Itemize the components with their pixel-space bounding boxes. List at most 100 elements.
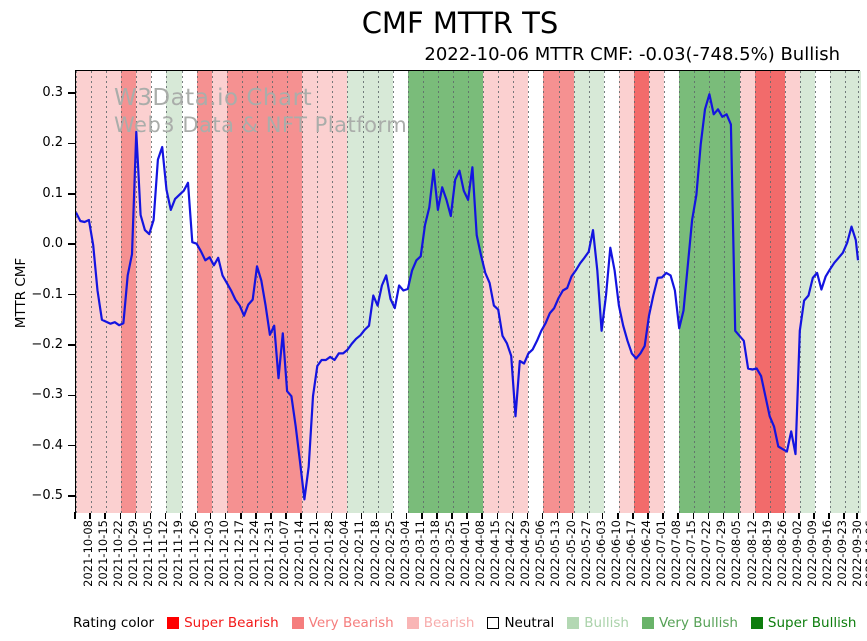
- x-tick-label: 2021-10-29: [126, 520, 141, 587]
- gridline: [799, 71, 801, 513]
- chart-title: CMF MTTR TS: [361, 6, 559, 40]
- x-tick-label: 2022-03-25: [442, 520, 457, 587]
- gridline: [814, 71, 816, 513]
- x-tick-mark: [360, 512, 363, 519]
- x-tick-label: 2021-11-26: [186, 520, 201, 587]
- x-tick-mark: [752, 512, 755, 519]
- x-tick-mark: [737, 512, 740, 519]
- y-tick-mark: [68, 344, 75, 346]
- x-tick-label: 2022-07-01: [654, 520, 669, 587]
- rating-band-2021-12-10: [211, 71, 227, 513]
- gridline: [829, 71, 831, 513]
- legend-label-bearish: Bearish: [423, 615, 475, 631]
- gridline: [543, 71, 545, 513]
- gridline: [528, 71, 530, 513]
- x-tick-mark: [813, 512, 815, 519]
- legend-item-very-bearish: Very Bearish: [291, 615, 394, 631]
- x-tick-label: 2021-10-15: [96, 520, 111, 587]
- x-tick-label: 2022-04-15: [488, 520, 503, 587]
- rating-band-2022-09-02: [784, 71, 800, 513]
- x-tick-label: 2021-12-31: [261, 520, 276, 587]
- x-tick-label: 2021-12-24: [246, 520, 261, 587]
- y-tick-mark: [68, 444, 75, 447]
- rating-band-2021-12-31: [256, 71, 273, 513]
- x-tick-label: 2022-05-27: [578, 520, 593, 587]
- rating-band-2022-02-18: [362, 71, 378, 513]
- legend-label-very-bearish: Very Bearish: [308, 615, 394, 631]
- gridline: [302, 71, 304, 513]
- rating-band-2022-08-12: [739, 71, 755, 513]
- gridline: [136, 71, 138, 513]
- rating-band-2022-10-06: [858, 71, 861, 513]
- x-tick-label: 2022-05-20: [563, 520, 578, 587]
- plot-area: W3Data.io Chart Web3 Data & NFT Platform: [75, 70, 861, 513]
- rating-band-2022-08-05: [724, 71, 740, 513]
- x-tick-mark: [767, 512, 770, 519]
- x-tick-mark: [571, 512, 574, 519]
- rating-band-2022-02-25: [377, 71, 393, 513]
- x-tick-label: 2022-08-26: [774, 520, 789, 587]
- gridline: [633, 71, 635, 513]
- x-tick-mark: [662, 512, 664, 519]
- legend-label-neutral: Neutral: [504, 615, 555, 631]
- x-tick-mark: [345, 512, 348, 519]
- rating-band-2022-07-15: [679, 71, 695, 513]
- x-tick-label: 2022-01-21: [307, 520, 322, 587]
- y-tick-label: −0.5: [31, 487, 63, 503]
- rating-band-2022-09-30: [845, 71, 858, 513]
- legend-swatch-super-bullish: [750, 617, 763, 629]
- rating-band-2021-11-12: [151, 71, 167, 513]
- gridline: [241, 71, 243, 513]
- y-tick-mark: [68, 243, 75, 245]
- gridline: [362, 71, 364, 513]
- x-tick-label: 2022-07-15: [684, 520, 699, 587]
- x-tick-mark: [466, 512, 468, 519]
- x-tick-mark: [677, 512, 679, 519]
- rating-band-2022-04-08: [468, 71, 484, 513]
- gridline: [468, 71, 470, 513]
- chart-subtitle: 2022-10-06 MTTR CMF: -0.03(-748.5%) Bull…: [424, 44, 840, 65]
- x-tick-mark: [149, 512, 152, 519]
- rating-band-2022-07-01: [649, 71, 665, 513]
- legend-swatch-super-bearish: [167, 617, 180, 629]
- rating-band-2021-10-22: [106, 71, 122, 513]
- gridline: [317, 71, 319, 513]
- legend-item-bullish: Bullish: [567, 615, 629, 631]
- rating-legend: Rating color Super Bearish Very Bearish Be…: [73, 615, 856, 631]
- x-tick-label: 2022-04-01: [457, 520, 472, 587]
- legend-swatch-very-bearish: [291, 617, 304, 629]
- x-tick-mark: [375, 512, 378, 519]
- x-tick-mark: [134, 512, 136, 519]
- legend-label-super-bullish: Super Bullish: [767, 615, 857, 631]
- x-tick-mark: [390, 512, 393, 519]
- legend-label-bullish: Bullish: [584, 615, 629, 631]
- rating-band-2021-11-05: [136, 71, 152, 513]
- gridline: [603, 71, 605, 513]
- x-tick-label: 2022-09-09: [804, 520, 819, 587]
- gridline: [76, 71, 77, 513]
- x-tick-mark: [602, 512, 604, 519]
- x-tick-label: 2022-07-08: [669, 520, 684, 587]
- x-tick-label: 2022-02-18: [367, 520, 382, 587]
- rating-band-2022-05-27: [573, 71, 589, 513]
- legend-label-very-bullish: Very Bullish: [658, 615, 738, 631]
- rating-band-2021-12-24: [241, 71, 257, 513]
- rating-band-2022-05-06: [528, 71, 544, 513]
- x-tick-mark: [315, 512, 317, 519]
- gridline: [724, 71, 726, 513]
- gridline: [618, 71, 620, 513]
- rating-band-2022-04-01: [452, 71, 469, 513]
- x-tick-mark: [194, 512, 197, 519]
- rating-band-2022-07-08: [664, 71, 680, 513]
- gridline: [754, 71, 756, 513]
- x-tick-label: 2022-07-22: [699, 520, 714, 587]
- y-tick-label: 0.3: [42, 85, 63, 101]
- gridline: [392, 71, 394, 513]
- gridline: [181, 71, 183, 513]
- legend-item-neutral: Neutral: [487, 615, 554, 631]
- gridline: [121, 71, 123, 513]
- y-tick-mark: [68, 193, 75, 195]
- rating-band-2022-03-25: [437, 71, 453, 513]
- legend-swatch-bullish: [567, 617, 580, 629]
